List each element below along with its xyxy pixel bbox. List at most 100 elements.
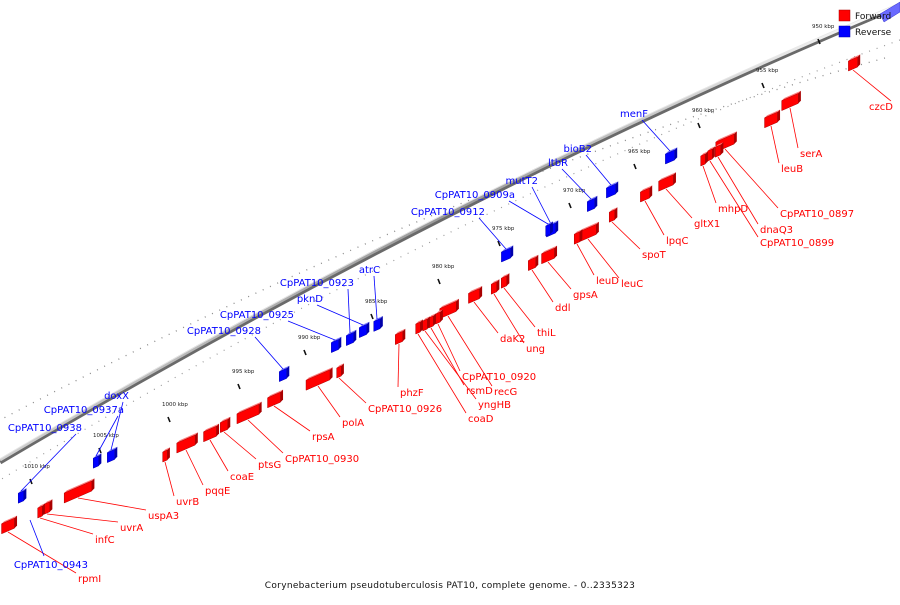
reverse-gene-biob2[interactable]: bioB2 (564, 144, 619, 199)
forward-gene-infc[interactable]: infC (37, 503, 115, 546)
forward-gene-cppat10-0899[interactable]: CpPAT10_0899 (707, 146, 834, 249)
reverse-gene-cppat10-0925[interactable]: CpPAT10_0925 (220, 310, 342, 353)
forward-gene-leub[interactable]: leuB (764, 109, 804, 175)
forward-gene-lpqc[interactable]: lpqC (640, 185, 688, 247)
forward-gene-gpsa[interactable]: gpsA (541, 245, 598, 301)
forward-gene-gltx1[interactable]: gltX1 (658, 172, 721, 230)
reverse-gene-label[interactable]: CpPAT10_0909a (435, 190, 515, 201)
reverse-gene-label[interactable]: doxX (104, 391, 129, 402)
tick-label: 955 kbp (756, 68, 779, 74)
forward-gene-label[interactable]: ung (526, 344, 545, 355)
forward-gene-label[interactable]: lpqC (666, 236, 688, 247)
reverse-gene-label[interactable]: CpPAT10_0938 (8, 423, 82, 434)
reverse-gene-label[interactable]: menF (620, 109, 648, 120)
forward-gene-label[interactable]: uvrA (120, 523, 143, 534)
forward-gene-label[interactable]: mhpD (718, 204, 748, 215)
reverse-gene-menf[interactable]: menF (620, 109, 678, 165)
reverse-gene-label[interactable]: bioB2 (564, 144, 592, 155)
reverse-gene-atrc[interactable]: atrC (359, 265, 383, 332)
forward-gene-rpmi[interactable]: rpmI (1, 515, 102, 585)
forward-gene-label[interactable]: CpPAT10_0930 (285, 454, 359, 465)
forward-gene-coad[interactable]: coaD (415, 319, 494, 425)
reverse-gene-cppat10-0912[interactable]: CpPAT10_0912 (411, 207, 514, 263)
forward-gene-label[interactable]: pqqE (205, 486, 230, 497)
reverse-gene-cppat10-0938[interactable]: CpPAT10_0938 (8, 423, 82, 504)
forward-gene-label[interactable]: CpPAT10_0899 (760, 238, 834, 249)
forward-gene-label[interactable]: spoT (642, 250, 667, 261)
forward-gene-phzf[interactable]: phzF (395, 328, 424, 399)
forward-gene-uvrb[interactable]: uvrB (162, 447, 200, 508)
forward-gene-label[interactable]: serA (800, 149, 822, 160)
reverse-gene-label[interactable]: CpPAT10_0937a (44, 405, 124, 416)
forward-gene-label[interactable]: polA (342, 418, 364, 429)
forward-gene-cppat10-0926[interactable]: CpPAT10_0926 (336, 363, 442, 415)
reverse-gene-label[interactable]: CpPAT10_0925 (220, 310, 294, 321)
reverse-gene-label[interactable]: mutT2 (506, 176, 538, 187)
forward-gene-label[interactable]: coaE (230, 472, 254, 483)
forward-gene-label[interactable]: daK2 (500, 334, 525, 345)
forward-gene-label[interactable]: gltX1 (694, 219, 720, 230)
reverse-gene-label[interactable]: CpPAT10_0923 (280, 278, 354, 289)
forward-gene-label[interactable]: thiL (537, 328, 556, 339)
forward-gene-label[interactable]: ptsG (258, 460, 281, 471)
forward-gene-label[interactable]: recG (494, 387, 517, 398)
forward-gene-label[interactable]: leuB (781, 164, 803, 175)
reverse-gene-label[interactable]: pknD (297, 294, 323, 305)
reverse-gene-cppat10-0943[interactable]: CpPAT10_0943 (14, 519, 88, 571)
forward-gene-label[interactable]: CpPAT10_0926 (368, 404, 442, 415)
reverse-gene-pknd[interactable]: pknD (297, 294, 370, 338)
forward-gene-label[interactable]: phzF (400, 388, 424, 399)
reverse-gene-label[interactable]: atrC (359, 265, 380, 276)
reverse-gene-label[interactable]: ltbR (548, 158, 568, 169)
forward-gene-dnaq3[interactable]: dnaQ3 (714, 142, 793, 236)
forward-gene-label[interactable]: CpPAT10_0897 (780, 209, 854, 220)
forward-gene-pola[interactable]: polA (305, 367, 364, 429)
reverse-gene-label[interactable]: CpPAT10_0943 (14, 560, 88, 571)
forward-gene-label[interactable]: uspA3 (148, 511, 179, 522)
forward-gene-label[interactable]: rsmD (466, 386, 493, 397)
forward-gene-recg[interactable]: recG (439, 298, 518, 398)
forward-gene-ddl[interactable]: ddl (528, 254, 570, 314)
forward-gene-leuc[interactable]: leuC (579, 221, 644, 290)
forward-gene-pqqe[interactable]: pqqE (176, 432, 231, 497)
tick-label: 1000 kbp (162, 402, 188, 408)
forward-gene-rsmd[interactable]: rsmD (428, 313, 493, 397)
forward-gene-label[interactable]: rpsA (312, 432, 335, 443)
forward-gene-sera[interactable]: serA (781, 90, 823, 160)
forward-gene-rpsa[interactable]: rpsA (267, 389, 335, 443)
forward-gene-cppat10-0930[interactable]: CpPAT10_0930 (236, 401, 359, 465)
forward-gene-coae[interactable]: coaE (203, 423, 255, 483)
reverse-gene-label[interactable]: CpPAT10_0928 (187, 326, 261, 337)
forward-gene-uspa3[interactable]: uspA3 (63, 478, 179, 522)
forward-gene-czcd[interactable]: czcD (848, 54, 893, 113)
forward-gene-label[interactable]: leuD (596, 276, 619, 287)
reverse-gene-cppat10-0937a[interactable]: CpPAT10_0937a (44, 405, 124, 469)
forward-gene-label[interactable]: yngHB (478, 400, 511, 411)
forward-gene-thil[interactable]: thiL (500, 273, 556, 339)
forward-gene-label[interactable]: ddl (555, 303, 570, 314)
forward-gene-label[interactable]: dnaQ3 (760, 225, 793, 236)
reverse-gene-cppat10-0909a[interactable]: CpPAT10_0909a (435, 190, 553, 237)
forward-gene-label[interactable]: uvrB (176, 497, 199, 508)
forward-gene-label[interactable]: rpmI (78, 574, 101, 585)
forward-gene-ynghb[interactable]: yngHB (422, 316, 511, 411)
forward-gene-label[interactable]: czcD (869, 102, 893, 113)
forward-gene-ptsg[interactable]: ptsG (220, 416, 281, 471)
forward-gene-label[interactable]: gpsA (573, 290, 598, 301)
reverse-gene-cppat10-0923[interactable]: CpPAT10_0923 (280, 278, 357, 346)
reverse-gene-doxx[interactable]: doxX (104, 391, 129, 463)
forward-gene-label[interactable]: infC (95, 535, 115, 546)
reverse-gene-label[interactable]: CpPAT10_0912 (411, 207, 485, 218)
reverse-gene-ltbr[interactable]: ltbR (548, 158, 598, 212)
forward-gene-mhpd[interactable]: mhpD (700, 151, 749, 215)
forward-gene-uvra[interactable]: uvrA (43, 499, 143, 534)
forward-gene-spot[interactable]: spoT (608, 207, 667, 261)
reverse-gene-cppat10-0928[interactable]: CpPAT10_0928 (187, 326, 290, 382)
forward-gene-label[interactable]: coaD (468, 414, 494, 425)
forward-gene-leud[interactable]: leuD (573, 229, 619, 287)
forward-gene-ung[interactable]: ung (490, 279, 545, 355)
forward-gene-label[interactable]: CpPAT10_0920 (462, 372, 536, 383)
forward-gene-dak2[interactable]: daK2 (468, 286, 525, 345)
forward-gene-label[interactable]: leuC (621, 279, 643, 290)
